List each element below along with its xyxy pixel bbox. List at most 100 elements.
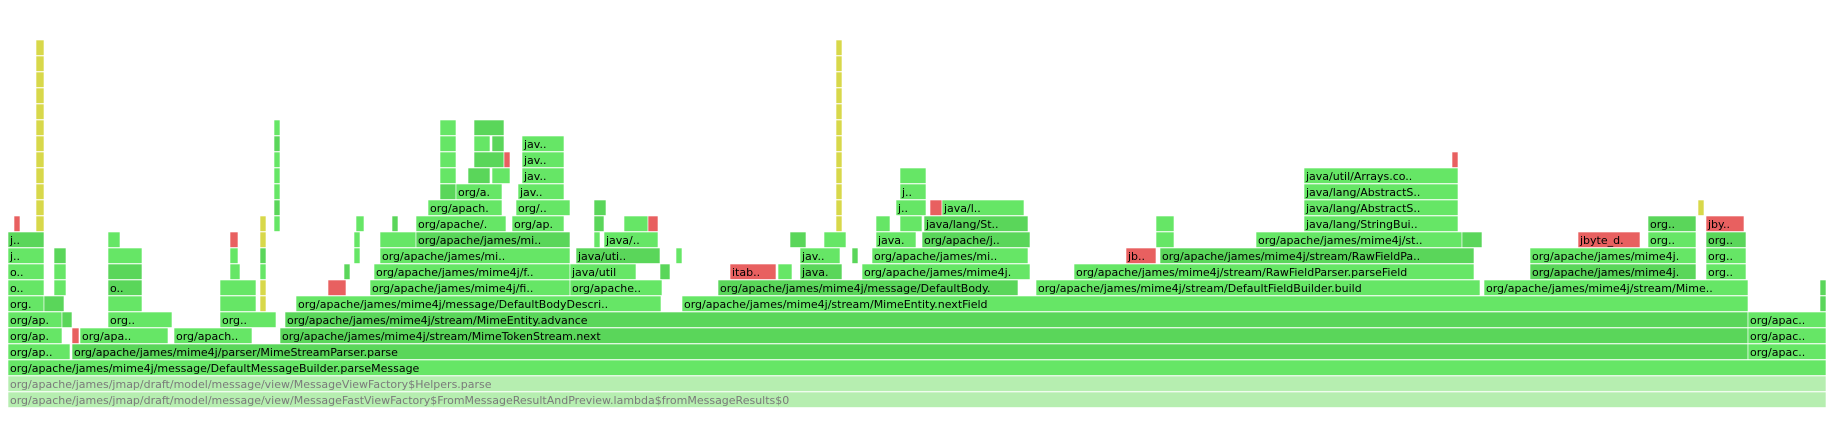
flame-frame-bar[interactable] [107,263,143,280]
flame-frame[interactable]: o.. [7,263,45,280]
flame-frame[interactable]: org/apache/james/mime4j/st.. [1255,231,1463,248]
flame-frame-bar[interactable] [835,119,843,136]
flame-frame-bar[interactable] [259,295,267,312]
flame-frame[interactable]: java/lang/StringBui.. [1303,215,1459,232]
flame-frame-bar[interactable] [53,263,67,280]
flame-frame[interactable] [61,311,73,328]
flame-frame-bar[interactable] [107,231,121,248]
flame-frame-bar[interactable] [273,183,281,200]
flame-frame[interactable] [343,263,351,280]
flame-frame-bar[interactable] [593,215,605,232]
flame-frame[interactable] [467,167,491,184]
flame-frame[interactable] [875,215,891,232]
flame-frame-bar[interactable] [647,215,659,232]
flame-frame[interactable] [353,247,361,264]
flame-frame[interactable]: org. [7,295,45,312]
flame-frame[interactable] [835,215,843,232]
flame-frame-bar[interactable] [355,215,365,232]
flame-frame-bar[interactable] [929,199,943,216]
flame-frame-bar[interactable] [71,327,80,344]
flame-frame[interactable] [229,231,239,248]
flame-frame[interactable] [35,119,45,136]
flame-frame-bar[interactable] [7,279,45,296]
flame-frame[interactable] [835,87,843,104]
flame-frame[interactable] [503,151,511,168]
flame-frame[interactable]: org/apache/james/mime4j/stream/MimeEntit… [681,295,1749,312]
flame-frame-bar[interactable] [1529,247,1697,264]
flame-frame-bar[interactable] [455,183,503,200]
flame-frame-bar[interactable] [35,55,45,72]
flame-frame[interactable]: org/apache/james/mime4j/stream/RawFieldP… [1159,247,1475,264]
flame-frame-bar[interactable] [273,215,281,232]
flame-frame-bar[interactable] [1255,231,1463,248]
flame-frame[interactable]: org.. [1647,231,1697,248]
flame-frame[interactable]: java/lang/AbstractS.. [1303,199,1459,216]
flame-frame[interactable] [273,183,281,200]
flame-frame-bar[interactable] [353,247,361,264]
flame-frame[interactable]: org/apac.. [1747,327,1827,344]
flame-frame-bar[interactable] [7,247,45,264]
flame-frame[interactable]: org/apache/james/mime4j/parser/MimeStrea… [71,343,1749,360]
flame-frame[interactable] [219,295,257,312]
flame-frame[interactable] [835,167,843,184]
flame-frame-bar[interactable] [835,151,843,168]
flame-frame[interactable]: org/ap. [511,215,565,232]
flame-frame[interactable] [835,71,843,88]
flame-frame[interactable] [439,183,457,200]
flame-frame-bar[interactable] [895,199,927,216]
flame-frame-bar[interactable] [861,263,1031,280]
flame-frame-bar[interactable] [835,71,843,88]
flame-frame-bar[interactable] [517,183,565,200]
flame-frame[interactable]: java/util [569,263,637,280]
flame-frame[interactable] [929,199,943,216]
flame-frame[interactable]: jby.. [1705,215,1745,232]
flame-frame-bar[interactable] [835,167,843,184]
flame-frame-bar[interactable] [273,135,281,152]
flame-frame-bar[interactable] [473,119,505,136]
flame-frame-bar[interactable] [521,135,565,152]
flame-frame[interactable]: org/apache/james/mi.. [871,247,1029,264]
flame-frame-bar[interactable] [259,215,267,232]
flame-frame-bar[interactable] [295,295,662,312]
flame-frame[interactable] [379,231,417,248]
flame-frame-bar[interactable] [439,151,457,168]
flame-frame[interactable] [259,247,267,264]
flame-frame[interactable] [273,167,281,184]
flame-frame[interactable]: org/apache/james/mime4j/message/DefaultM… [7,359,1827,376]
flame-frame[interactable] [491,167,511,184]
flame-frame[interactable]: org/apache/james/mi.. [415,231,571,248]
flame-frame[interactable] [53,263,67,280]
flame-frame[interactable]: org/a. [455,183,503,200]
flame-frame[interactable] [43,295,65,312]
flame-frame[interactable]: org/apa.. [79,327,169,344]
flame-frame[interactable]: org/apach. [427,199,503,216]
flame-frame-bar[interactable] [1697,199,1705,216]
flame-frame[interactable]: org/apache/james/mime4j. [861,263,1031,280]
flame-frame-bar[interactable] [1303,215,1459,232]
flame-frame-bar[interactable] [1159,247,1475,264]
flame-frame-bar[interactable] [799,247,841,264]
flame-frame-bar[interactable] [35,39,45,56]
flame-frame[interactable]: jb.. [1125,247,1157,264]
flame-frame[interactable] [899,215,923,232]
flame-frame[interactable] [273,119,281,136]
flame-frame[interactable] [439,135,457,152]
flame-frame-bar[interactable] [107,247,143,264]
flame-frame[interactable] [35,103,45,120]
flame-frame-bar[interactable] [219,279,257,296]
flame-frame-bar[interactable] [799,263,843,280]
flame-frame-bar[interactable] [427,199,503,216]
flame-frame[interactable]: itab.. [729,263,777,280]
flame-frame[interactable]: org.. [1647,215,1697,232]
flame-frame-bar[interactable] [7,311,63,328]
flame-frame[interactable] [593,199,607,216]
flame-frame[interactable]: org/apache/james/mime4j/message/DefaultB… [295,295,662,312]
flame-frame-bar[interactable] [439,119,457,136]
flame-frame[interactable] [593,231,601,248]
flame-frame[interactable] [391,215,399,232]
flame-frame-bar[interactable] [899,215,923,232]
flame-frame-bar[interactable] [35,215,45,232]
flame-frame[interactable] [777,263,793,280]
flame-frame-bar[interactable] [35,119,45,136]
flame-frame[interactable]: java/.. [603,231,659,248]
